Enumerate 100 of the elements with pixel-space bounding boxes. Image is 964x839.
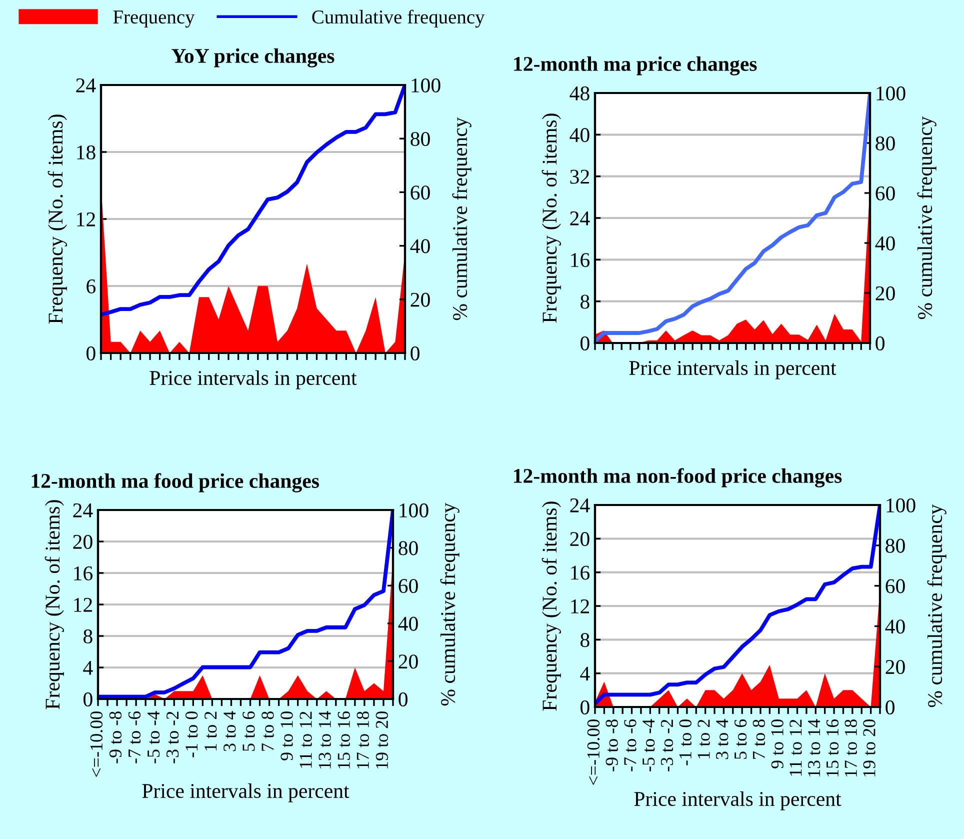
- y2-tick-label: 100: [412, 78, 440, 92]
- x-tick-label: -5 to -4: [642, 719, 655, 772]
- y2-tick-label: 60: [398, 578, 418, 594]
- x-tick-label: 3 to 4: [716, 719, 728, 760]
- y2-tick-label: 40: [398, 616, 418, 631]
- x-tick-label: 9 to 10: [280, 711, 293, 760]
- x-tick-label: 19 to 20: [376, 711, 388, 768]
- y2-tick-label: 40: [875, 236, 895, 250]
- y2-tick-label: 80: [398, 541, 418, 556]
- x-tick-label: 9 to 10: [771, 719, 784, 768]
- y2-tick-label: 80: [410, 132, 430, 146]
- x-tick-label: 5 to 6: [242, 711, 255, 751]
- y-tick-label: 24: [73, 503, 93, 518]
- y-tick-label: 24: [570, 498, 590, 512]
- x-tick-label: 15 to 16: [826, 719, 839, 776]
- x-tick-label: 13 to 14: [318, 711, 331, 768]
- y2-tick-label: 20: [398, 654, 418, 669]
- x-tick-label: 19 to 20: [863, 719, 876, 776]
- x-tick-label: 17 to 18: [844, 719, 857, 776]
- x-tick-label: 17 to 18: [356, 711, 369, 768]
- x-axis-title: Price intervals in percent: [150, 370, 357, 390]
- y-tick-label: 8: [580, 633, 590, 648]
- y-tick-label: 8: [580, 294, 590, 309]
- y2-tick-label: 20: [886, 660, 905, 674]
- legend-label: Cumulative frequency: [312, 10, 485, 28]
- y2-tick-label: 100: [400, 503, 428, 518]
- x-tick-label: 3 to 4: [224, 711, 236, 752]
- x-tick-label: -3 to -2: [166, 712, 179, 764]
- x-tick-label: 15 to 16: [338, 711, 350, 768]
- y2-tick-label: 0: [886, 700, 894, 714]
- x-tick-label: <=-10.00: [90, 711, 103, 777]
- chart-title: 12-month ma non-food price changes: [514, 468, 842, 488]
- chart-title: 12-month ma price changes: [514, 56, 757, 76]
- y-tick-label: 12: [74, 598, 92, 612]
- y2-axis-title: % cumulative frequency: [440, 502, 460, 706]
- x-tick-label: -3 to -2: [660, 720, 674, 772]
- y2-tick-label: 100: [886, 498, 916, 512]
- chart-title: YoY price changes: [172, 48, 334, 68]
- y-tick-label: 20: [73, 534, 92, 549]
- x-tick-label: 1 to 2: [698, 720, 710, 758]
- y2-tick-label: 20: [876, 286, 895, 300]
- y-axis-title: Frequency (No. of items): [48, 114, 67, 324]
- x-tick-label: -1 to 0: [185, 711, 198, 758]
- y2-axis-title: % cumulative frequency: [452, 117, 472, 320]
- y2-axis-title: % cumulative frequency: [927, 504, 946, 708]
- y-tick-label: 16: [571, 253, 590, 268]
- x-tick-label: 7 to 8: [752, 719, 766, 759]
- y2-axis-title: % cumulative frequency: [917, 116, 936, 320]
- y-tick-label: 0: [86, 346, 96, 360]
- y-tick-label: 24: [76, 78, 96, 92]
- y2-tick-label: 0: [410, 346, 420, 360]
- x-tick-label: 7 to 8: [262, 711, 274, 751]
- x-tick-label: -9 to -8: [109, 711, 122, 764]
- y-axis-title: Frequency (No. of items): [542, 502, 561, 711]
- y2-tick-label: 0: [876, 336, 884, 350]
- y2-tick-label: 40: [410, 239, 430, 254]
- y2-tick-label: 80: [886, 538, 905, 553]
- y-tick-label: 48: [570, 86, 590, 100]
- y-tick-label: 6: [86, 279, 96, 294]
- x-tick-label: 11 to 12: [300, 712, 312, 768]
- x-tick-label: -7 to -6: [624, 719, 636, 772]
- legend-label: Frequency: [113, 10, 195, 28]
- y2-tick-label: 80: [876, 136, 895, 150]
- y-axis-title: Frequency (No. of items): [542, 114, 561, 323]
- x-tick-label: 11 to 12: [790, 720, 802, 776]
- x-tick-label: 1 to 2: [204, 712, 217, 750]
- y-tick-label: 0: [580, 336, 590, 350]
- x-axis-title: Price intervals in percent: [629, 360, 836, 380]
- y-tick-label: 20: [570, 532, 590, 546]
- y-axis-title: Frequency (No. of items): [44, 500, 64, 710]
- y2-tick-label: 40: [885, 620, 905, 634]
- y2-tick-label: 60: [410, 186, 430, 200]
- y2-tick-label: 60: [886, 579, 905, 594]
- x-tick-label: 13 to 14: [808, 719, 820, 776]
- line-series: [595, 505, 880, 706]
- y2-tick-label: 20: [410, 292, 430, 307]
- x-tick-label: -5 to -4: [148, 711, 160, 764]
- y-tick-label: 12: [77, 212, 95, 226]
- y2-tick-label: 0: [398, 692, 408, 706]
- y-tick-label: 32: [570, 170, 589, 184]
- x-axis-title: Price intervals in percent: [142, 783, 350, 802]
- y-tick-label: 4: [83, 661, 93, 675]
- chart-title: 12-month ma food price changes: [32, 473, 319, 492]
- y-tick-label: 4: [580, 666, 590, 681]
- x-tick-label: <=-10.00: [587, 719, 600, 785]
- x-tick-label: 5 to 6: [734, 719, 747, 759]
- y-tick-label: 0: [580, 700, 590, 714]
- y-tick-label: 12: [571, 599, 589, 614]
- y2-tick-label: 100: [876, 86, 906, 100]
- x-axis-title: Price intervals in percent: [634, 791, 842, 810]
- y-tick-label: 8: [84, 629, 92, 644]
- y2-tick-label: 60: [876, 186, 895, 200]
- y-tick-label: 18: [77, 145, 96, 160]
- x-tick-label: -9 to -8: [606, 719, 618, 772]
- x-tick-label: -1 to 0: [679, 719, 692, 766]
- y-tick-label: 40: [570, 128, 590, 142]
- y-tick-label: 24: [570, 211, 590, 226]
- y-tick-label: 16: [571, 566, 590, 580]
- x-tick-label: -7 to -6: [128, 711, 141, 764]
- y-tick-label: 0: [84, 692, 92, 706]
